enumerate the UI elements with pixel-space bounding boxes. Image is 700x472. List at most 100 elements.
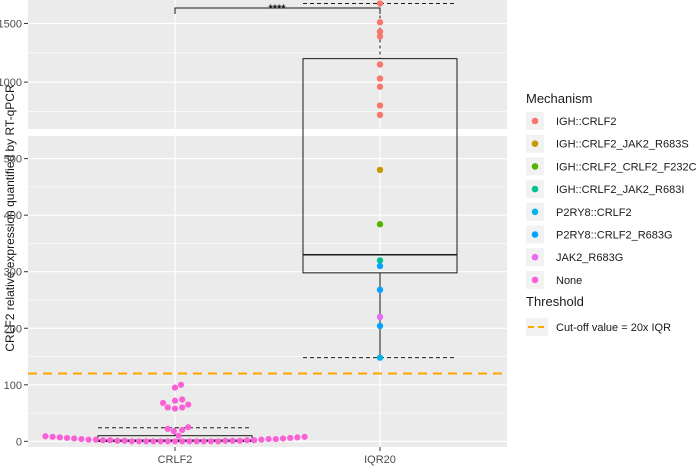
data-point-none bbox=[164, 438, 171, 445]
data-point-none bbox=[222, 437, 229, 444]
legend-label: P2RY8::CRLF2 bbox=[556, 207, 632, 219]
data-point-none bbox=[92, 436, 99, 443]
significance-label: **** bbox=[268, 3, 286, 15]
y-tick-label: 400 bbox=[4, 210, 22, 222]
data-point bbox=[376, 166, 384, 174]
legend-label: P2RY8::CRLF2_R683G bbox=[556, 230, 673, 242]
data-point-none bbox=[170, 428, 177, 435]
lower-panel-bg bbox=[28, 136, 507, 447]
data-point bbox=[376, 257, 384, 264]
data-point bbox=[376, 61, 384, 68]
data-point bbox=[376, 221, 384, 228]
legend-mechanism-title: Mechanism bbox=[526, 91, 592, 106]
data-point-none bbox=[200, 438, 207, 445]
data-point-none bbox=[171, 397, 179, 404]
data-point-none bbox=[56, 434, 63, 441]
upper-panel bbox=[28, 0, 507, 129]
x-tick-label: CRLF2 bbox=[158, 454, 193, 466]
data-point bbox=[376, 262, 384, 270]
upper-panel-bg bbox=[28, 0, 507, 129]
data-point-none bbox=[177, 381, 185, 388]
data-point-none bbox=[258, 436, 265, 443]
data-point-none bbox=[135, 438, 143, 445]
legend: Mechanism Threshold Cut-off value = 20x … bbox=[268, 3, 697, 336]
data-point bbox=[376, 83, 384, 90]
data-point bbox=[376, 322, 384, 330]
y-tick-label: 200 bbox=[4, 323, 22, 335]
data-point-none bbox=[272, 435, 279, 443]
data-point-none bbox=[279, 435, 287, 442]
data-point-none bbox=[179, 438, 186, 445]
data-point-none bbox=[164, 404, 171, 411]
data-point-none bbox=[236, 437, 243, 444]
data-point-none bbox=[107, 437, 114, 444]
data-point-none bbox=[150, 438, 157, 445]
data-point-none bbox=[121, 437, 128, 444]
data-point bbox=[376, 313, 384, 321]
legend-label: None bbox=[556, 275, 582, 287]
data-point-none bbox=[215, 438, 222, 445]
y-tick-label: 100 bbox=[4, 380, 22, 392]
data-point-none bbox=[265, 435, 272, 443]
data-point-none bbox=[185, 424, 192, 431]
legend-label: IGH::CRLF2 bbox=[556, 116, 617, 128]
data-point-none bbox=[171, 405, 179, 412]
legend-threshold-label: Cut-off value = 20x IQR bbox=[556, 322, 671, 334]
data-point-none bbox=[186, 438, 193, 445]
data-point-none bbox=[229, 437, 236, 444]
x-tick-label: IQR20 bbox=[364, 454, 396, 466]
data-point-none bbox=[171, 384, 179, 391]
legend-label: IGH::CRLF2_CRLF2_F232C bbox=[556, 161, 697, 173]
legend-label: JAK2_R683G bbox=[556, 252, 623, 264]
legend-key-dot bbox=[531, 140, 539, 147]
data-point-none bbox=[193, 438, 200, 445]
legend-key-dot bbox=[531, 163, 539, 170]
data-point-none bbox=[243, 437, 251, 444]
data-point-none bbox=[294, 434, 301, 441]
data-point bbox=[376, 286, 384, 294]
axis-ticks: 0 100 200 300 400 500 1000 1500 CRLF2 IQR20 bbox=[0, 18, 396, 466]
data-point-none bbox=[251, 437, 258, 444]
data-point-none bbox=[287, 434, 294, 442]
chart-marks bbox=[28, 0, 507, 445]
legend-threshold-title: Threshold bbox=[526, 294, 584, 309]
y-tick-label: 300 bbox=[4, 267, 22, 279]
data-point-none bbox=[114, 437, 121, 444]
legend-label: IGH::CRLF2_JAK2_R683S bbox=[556, 139, 689, 151]
data-point bbox=[376, 33, 384, 40]
data-point bbox=[376, 111, 384, 119]
y-tick-label: 0 bbox=[16, 436, 22, 448]
data-point bbox=[376, 75, 384, 82]
data-point-none bbox=[128, 438, 135, 445]
y-tick-label: 500 bbox=[4, 154, 22, 166]
data-point-none bbox=[171, 438, 179, 445]
data-point-none bbox=[185, 401, 192, 408]
y-axis-label: CRLF2 relative expression quantified by … bbox=[3, 84, 17, 352]
data-point bbox=[376, 19, 384, 26]
data-point-none bbox=[179, 396, 186, 403]
significance-bracket bbox=[174, 7, 381, 14]
data-point-none bbox=[164, 425, 171, 433]
y-tick-label: 1500 bbox=[0, 18, 22, 30]
data-point-none bbox=[78, 435, 85, 443]
legend-key-dot bbox=[531, 117, 539, 125]
legend-key-dot bbox=[531, 185, 539, 193]
data-point-none bbox=[85, 436, 92, 443]
data-point bbox=[376, 28, 384, 35]
legend-key-dot bbox=[531, 208, 539, 216]
data-point-none bbox=[99, 437, 107, 444]
data-point-none bbox=[49, 433, 56, 440]
y-tick-label: 1000 bbox=[0, 77, 22, 89]
data-point-none bbox=[179, 404, 186, 411]
legend-key-dot bbox=[531, 231, 539, 238]
data-point-none bbox=[301, 433, 308, 440]
data-point bbox=[376, 354, 384, 361]
lower-panel bbox=[28, 136, 507, 447]
legend-threshold-key-bg bbox=[526, 318, 548, 336]
legend-key-dot bbox=[531, 276, 539, 284]
data-point bbox=[376, 0, 384, 7]
data-point-none bbox=[63, 434, 71, 442]
data-point-none bbox=[207, 438, 215, 445]
